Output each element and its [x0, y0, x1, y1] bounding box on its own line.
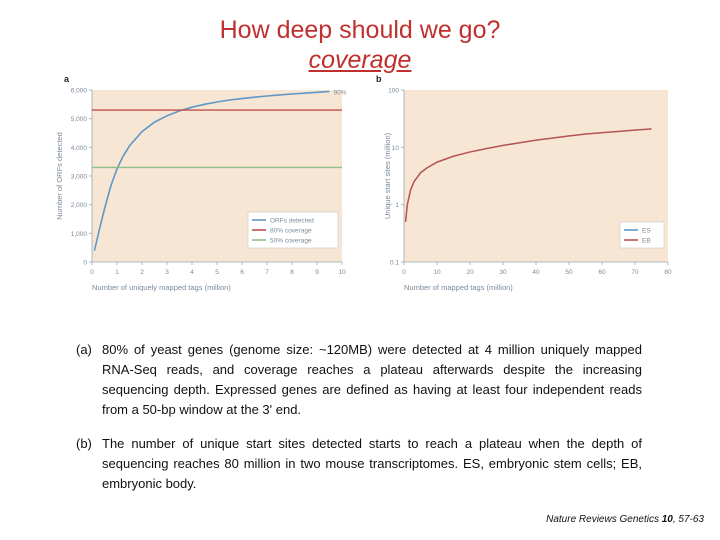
chart-a-x-tick-label: 1	[115, 269, 119, 276]
chart-a-x-tick-label: 10	[338, 269, 346, 276]
chart-b-x-tick-label: 30	[499, 269, 507, 276]
chart-a-legend-entry: 80% coverage	[270, 228, 312, 235]
chart-b-legend	[619, 221, 665, 249]
chart-b-x-tick-label: 10	[433, 269, 441, 276]
chart-b-y-axis-label: Unique start sites (million)	[383, 132, 392, 219]
chart-b-x-tick-label: 70	[631, 269, 639, 276]
chart-panel-a: a 0 1 2 3 4 5 6 7 8 9 10 0 1,000 2,000 3,000 4,000 5,000 6…	[55, 74, 347, 292]
chart-a-x-tick-label: 5	[215, 269, 219, 276]
chart-b-x-tick-label: 0	[402, 269, 406, 276]
chart-a-y-tick-label: 2,000	[71, 202, 88, 209]
citation-pages: , 57-63	[672, 514, 704, 525]
caption-b-label: (b)	[76, 436, 92, 451]
caption-a-text: 80% of yeast genes (genome size: ~120MB)…	[102, 342, 642, 417]
citation: Nature Reviews Genetics 10, 57-63	[546, 514, 704, 525]
chart-b-x-tick-label: 80	[664, 269, 672, 276]
chart-b-panel-label: b	[376, 74, 382, 84]
chart-a-x-tick-label: 7	[265, 269, 269, 276]
chart-a-y-axis-label: Number of ORFs detected	[55, 132, 64, 220]
chart-b-legend-entry: EB	[642, 238, 651, 245]
chart-a-legend-entry: ORFs detected	[270, 218, 314, 225]
chart-a-x-tick-label: 3	[165, 269, 169, 276]
chart-b-series-line-1	[404, 128, 652, 222]
caption-b-text: The number of unique start sites detecte…	[102, 436, 642, 491]
slide-title: How deep should we go?	[219, 16, 501, 44]
citation-volume: 10	[661, 514, 673, 525]
chart-b-x-tick-label: 40	[532, 269, 540, 276]
chart-b-y-tick-label: 100	[388, 88, 399, 95]
chart-panel-b: b 0 10 20 30 40 50 60 70 80 0.1 1 10 100 Number of map…	[376, 74, 672, 292]
chart-b-x-axis-label: Number of mapped tags (million)	[404, 283, 513, 292]
citation-journal: Nature Reviews Genetics	[546, 514, 659, 525]
chart-a-y-tick-label: 5,000	[71, 116, 88, 123]
caption-b: (b) The number of unique start sites det…	[76, 434, 642, 494]
chart-a-y-tick-label: 6,000	[71, 88, 88, 95]
slide-subtitle: coverage	[308, 46, 412, 74]
chart-a-y-tick-label: 0	[83, 260, 87, 267]
chart-a-panel-label: a	[64, 74, 70, 84]
chart-a-x-axis-label: Number of uniquely mapped tags (million)	[92, 283, 231, 292]
chart-b-y-tick-label: 1	[395, 202, 399, 209]
chart-a-series-line-0	[93, 90, 330, 251]
chart-b-x-tick-label: 20	[466, 269, 474, 276]
chart-a-legend-entry: 50% coverage	[270, 238, 312, 245]
chart-a-x-tick-label: 2	[140, 269, 144, 276]
chart-a-x-tick-label: 6	[240, 269, 244, 276]
chart-a-annotation: 90%	[334, 89, 347, 96]
chart-a-y-tick-label: 4,000	[71, 145, 88, 152]
chart-a-x-tick-label: 9	[315, 269, 319, 276]
chart-a-y-tick-label: 1,000	[71, 231, 88, 238]
chart-a-x-tick-label: 8	[290, 269, 294, 276]
chart-b-x-tick-label: 50	[565, 269, 573, 276]
caption-a: (a) 80% of yeast genes (genome size: ~12…	[76, 340, 642, 420]
chart-a-y-tick-label: 3,000	[71, 174, 88, 181]
chart-b-y-tick-label: 10	[392, 145, 400, 152]
chart-b-x-tick-label: 60	[598, 269, 606, 276]
chart-b-legend-entry: ES	[642, 228, 651, 235]
chart-a-x-tick-label: 4	[190, 269, 194, 276]
chart-a-x-tick-label: 0	[90, 269, 94, 276]
caption-a-label: (a)	[76, 342, 92, 357]
chart-b-y-tick-label: 0.1	[390, 260, 399, 267]
